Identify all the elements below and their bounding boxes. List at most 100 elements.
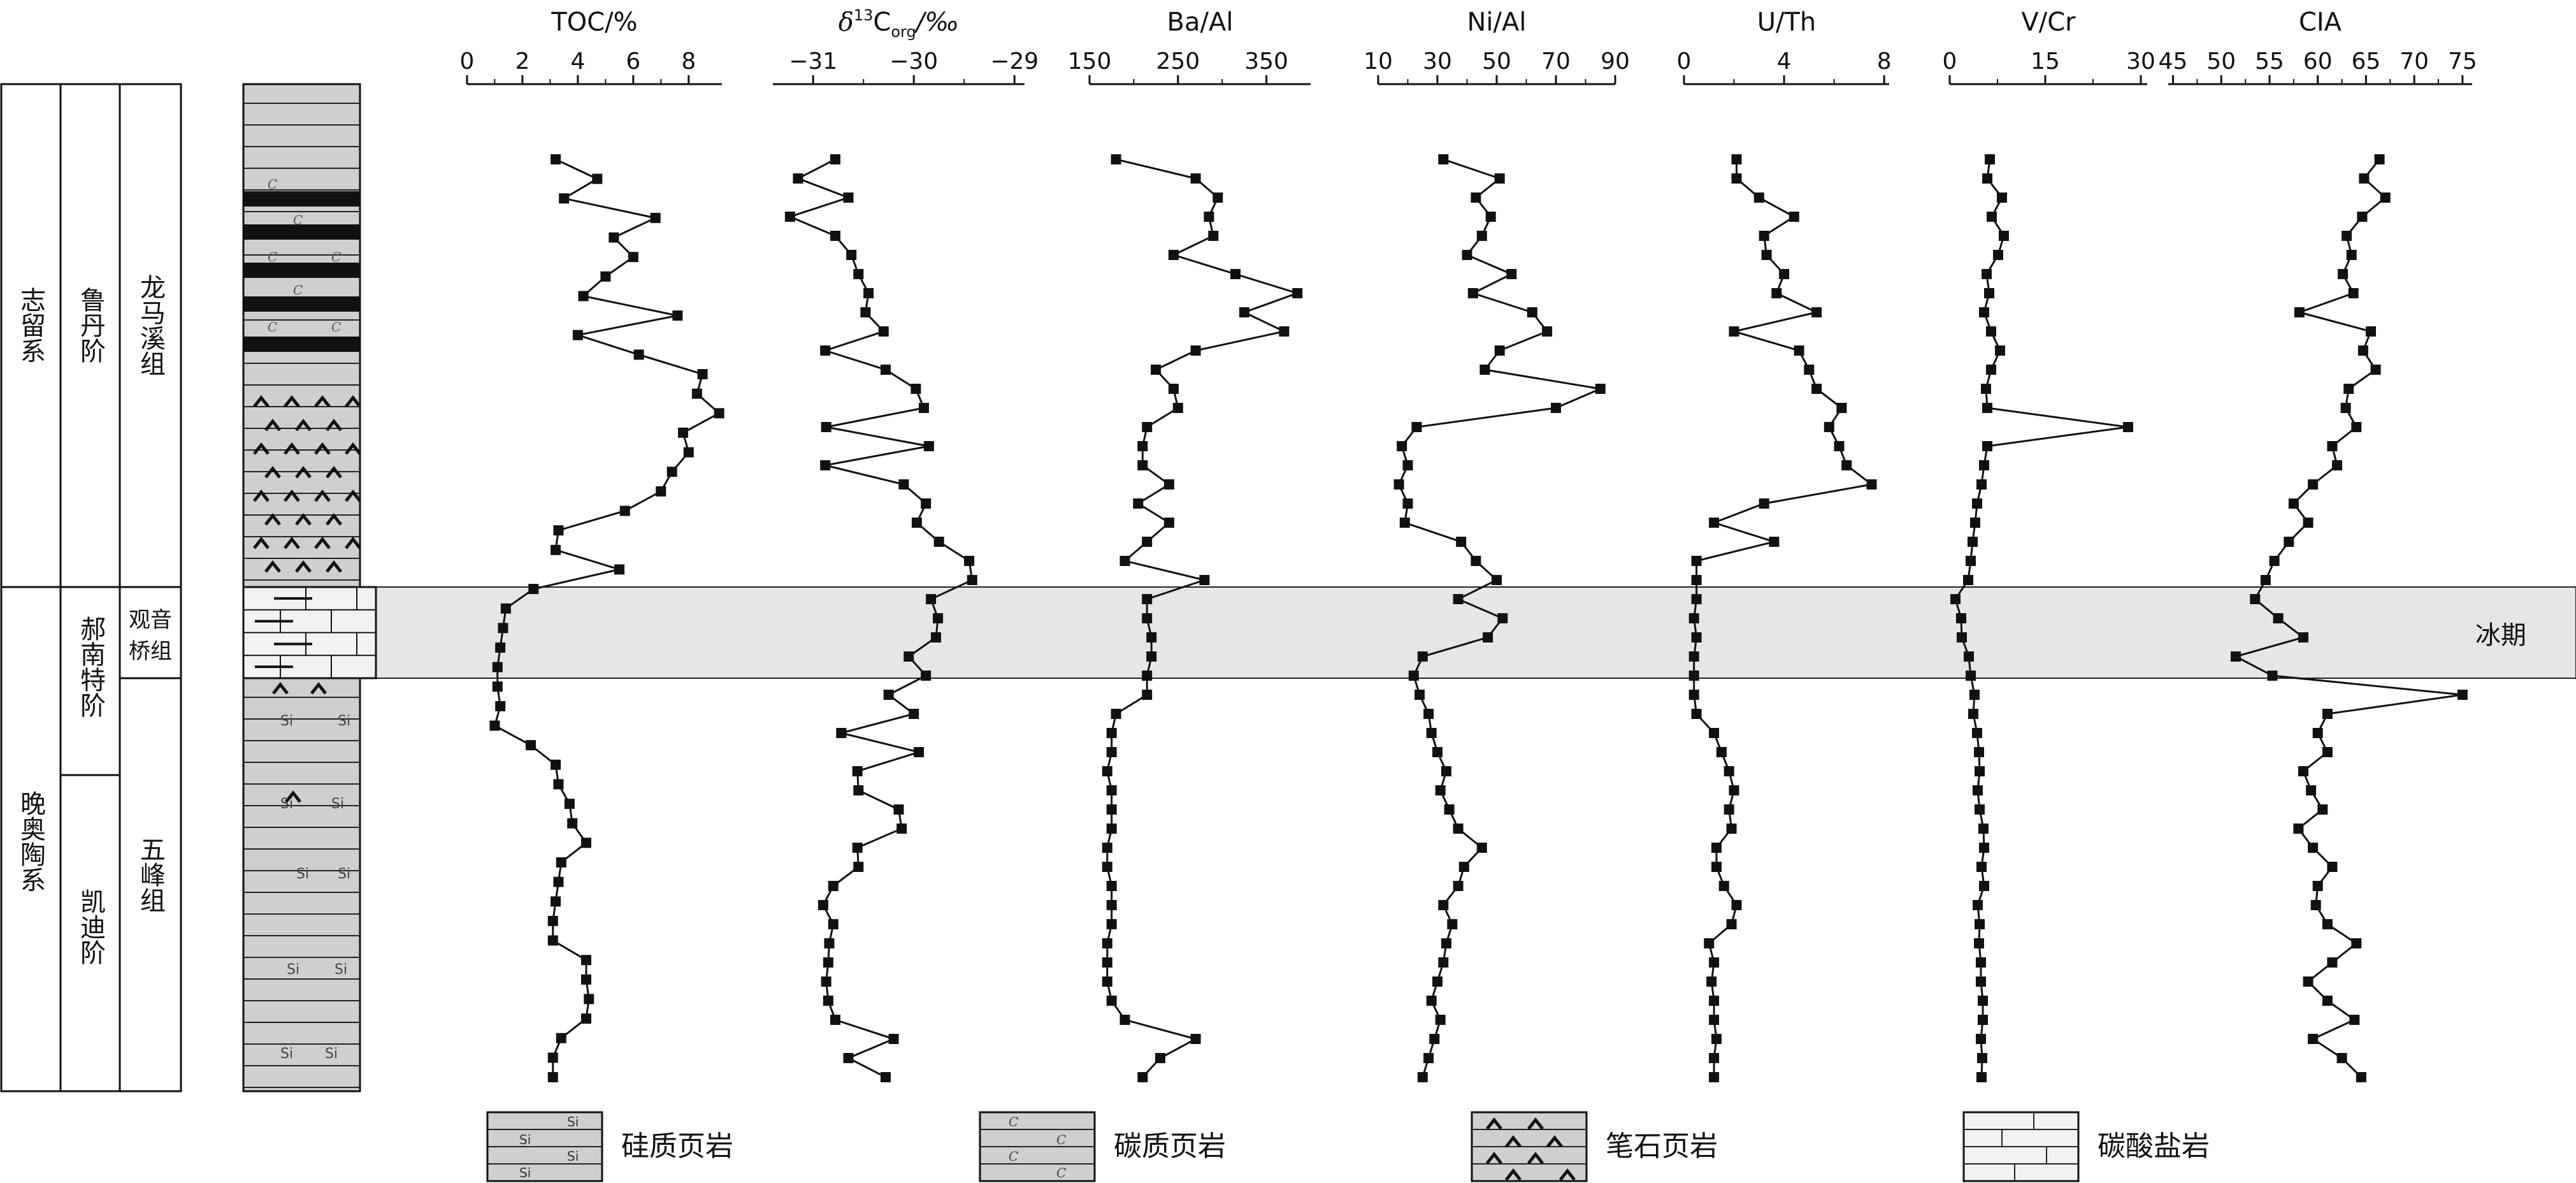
data-point <box>1106 804 1117 815</box>
graptolite-mark <box>326 512 342 526</box>
silica-mark: Si <box>296 866 309 882</box>
data-point <box>1292 288 1303 298</box>
stage-ludan-label: 鲁丹阶 <box>76 287 105 363</box>
data-point <box>2250 594 2261 604</box>
x-tick-label: 90 <box>1601 48 1630 75</box>
svg-text:观音: 观音 <box>129 607 172 633</box>
data-point <box>500 603 511 614</box>
data-point <box>1453 881 1464 891</box>
graptolite-mark <box>264 465 281 479</box>
stage-katian-label: 凯迪阶 <box>76 889 105 965</box>
panel-4: U/Th 0 4 8 <box>1677 8 1892 1082</box>
graptolite-mark <box>326 560 342 573</box>
data-point <box>1423 709 1434 719</box>
legend-item-carbonate: 碳酸盐岩 <box>1962 1111 2210 1182</box>
data-point <box>1709 1015 1720 1025</box>
data-point <box>1551 403 1561 413</box>
data-point <box>2322 747 2333 757</box>
formation-wufeng-label: 五峰组 <box>136 836 165 913</box>
data-point <box>1458 862 1469 872</box>
data-point <box>1976 862 1987 872</box>
panel-title: TOC/% <box>550 8 637 37</box>
data-point <box>1834 441 1845 451</box>
data-point <box>697 369 708 379</box>
swatch-mark <box>1505 1135 1522 1148</box>
data-point <box>843 1053 854 1063</box>
data-point <box>614 564 625 575</box>
data-point <box>1997 192 2007 203</box>
data-point <box>1155 1053 1165 1063</box>
panel-title: CIA <box>2299 8 2342 37</box>
x-tick-label: 10 <box>1364 48 1393 75</box>
data-point <box>1993 250 2003 260</box>
data-point <box>2380 192 2391 203</box>
carbon-mark: C <box>293 282 303 298</box>
legend-item-graptolite: 笔石页岩 <box>1471 1111 1718 1182</box>
data-point <box>1688 671 1699 681</box>
x-tick-label: 30 <box>2126 48 2155 75</box>
data-point <box>830 1015 840 1025</box>
data-point <box>878 326 889 337</box>
formation-longmaxi-label: 龙马溪组 <box>136 274 165 376</box>
x-tick-label: 15 <box>2031 48 2060 75</box>
data-point <box>1483 632 1493 642</box>
svg-text:桥组: 桥组 <box>129 639 172 664</box>
data-point <box>1711 1034 1722 1044</box>
carbon-mark: C <box>293 212 303 228</box>
data-point <box>1106 747 1117 757</box>
data-point <box>1190 173 1201 184</box>
data-point <box>1972 498 1982 509</box>
data-point <box>1987 212 1997 222</box>
data-point <box>2312 881 2323 891</box>
graptolite-mark <box>295 418 312 432</box>
data-point <box>1168 384 1179 394</box>
data-point <box>836 728 847 738</box>
data-point <box>1119 556 1130 566</box>
data-point <box>1976 1072 1987 1082</box>
data-point <box>2336 1053 2347 1063</box>
data-point <box>1146 651 1157 662</box>
data-point <box>1966 671 1976 681</box>
silica-mark: Si <box>287 962 299 978</box>
data-point <box>2322 919 2333 929</box>
data-point <box>1476 843 1487 853</box>
data-point <box>1102 976 1112 987</box>
data-point <box>1982 403 1992 413</box>
data-point <box>1408 671 1419 681</box>
data-point <box>1811 307 1822 317</box>
silica-mark: Si <box>280 796 293 812</box>
data-point <box>656 486 666 497</box>
panel-title: Ba/Al <box>1167 8 1234 37</box>
data-point <box>852 766 863 776</box>
data-point <box>553 876 564 887</box>
x-tick-label: −31 <box>789 48 837 75</box>
data-point <box>2327 862 2338 872</box>
data-point <box>1982 269 1992 279</box>
data-point <box>919 403 929 413</box>
data-point <box>2298 766 2308 776</box>
data-point <box>1467 288 1478 298</box>
data-point <box>714 408 724 419</box>
data-point <box>2351 422 2362 432</box>
swatch-mark: C <box>1009 1114 1018 1129</box>
graptolite-mark <box>253 395 270 408</box>
graptolite-mark <box>295 465 312 479</box>
x-tick-label: −29 <box>990 48 1039 75</box>
data-point <box>633 349 644 360</box>
data-point <box>931 632 941 642</box>
data-point <box>911 518 922 528</box>
graptolite-mark <box>284 489 300 502</box>
graptolite-mark <box>253 536 270 549</box>
data-point <box>2359 173 2370 184</box>
data-point <box>1759 231 1769 241</box>
data-point <box>1769 537 1780 547</box>
data-point <box>1973 900 1983 910</box>
data-point <box>1975 804 1985 815</box>
data-point <box>1982 441 1992 451</box>
data-point <box>1966 556 1976 566</box>
data-point <box>1779 269 1790 279</box>
data-point <box>1964 651 1974 662</box>
data-point <box>1494 173 1505 184</box>
data-point <box>853 269 864 279</box>
